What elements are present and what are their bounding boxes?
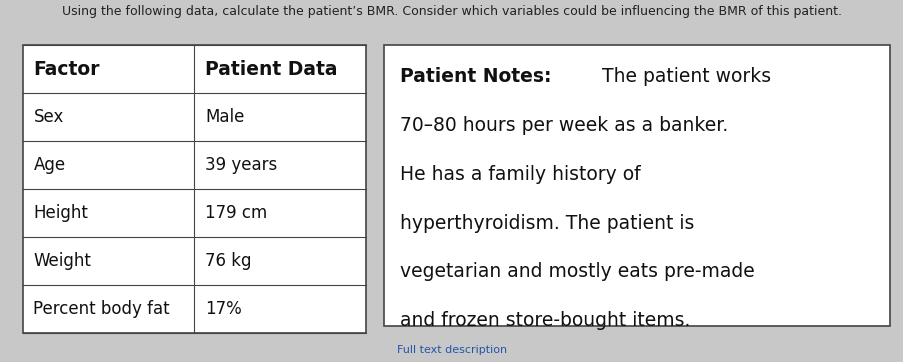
Text: 17%: 17%	[205, 300, 242, 318]
Text: hyperthyroidism. The patient is: hyperthyroidism. The patient is	[400, 214, 694, 232]
Text: Age: Age	[33, 156, 66, 174]
Text: He has a family history of: He has a family history of	[400, 165, 640, 184]
Text: 179 cm: 179 cm	[205, 204, 267, 222]
Text: Factor: Factor	[33, 60, 100, 79]
Text: Male: Male	[205, 108, 245, 126]
Text: and frozen store-bought items.: and frozen store-bought items.	[400, 311, 690, 330]
Text: vegetarian and mostly eats pre-made: vegetarian and mostly eats pre-made	[400, 262, 754, 281]
Text: Patient Data: Patient Data	[205, 60, 338, 79]
Text: Weight: Weight	[33, 252, 91, 270]
Text: 70–80 hours per week as a banker.: 70–80 hours per week as a banker.	[400, 116, 728, 135]
Text: 39 years: 39 years	[205, 156, 277, 174]
Text: Sex: Sex	[33, 108, 64, 126]
Text: 76 kg: 76 kg	[205, 252, 251, 270]
FancyBboxPatch shape	[23, 45, 366, 333]
Text: Patient Notes:: Patient Notes:	[400, 67, 552, 86]
Text: Full text description: Full text description	[396, 345, 507, 355]
Text: Using the following data, calculate the patient’s BMR. Consider which variables : Using the following data, calculate the …	[62, 5, 841, 18]
Text: Percent body fat: Percent body fat	[33, 300, 170, 318]
Text: Height: Height	[33, 204, 88, 222]
Text: The patient works: The patient works	[595, 67, 770, 86]
FancyBboxPatch shape	[384, 45, 889, 326]
